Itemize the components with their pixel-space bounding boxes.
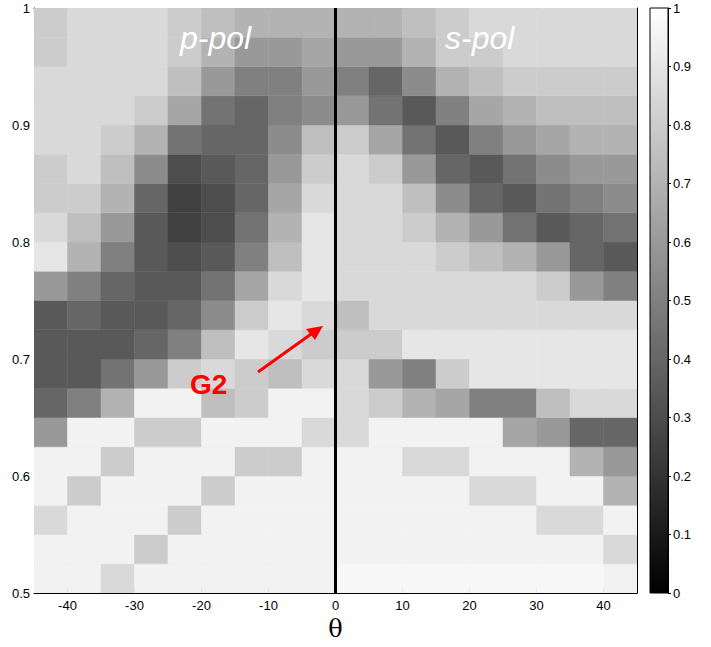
svg-text:0.6: 0.6 [12,469,30,484]
svg-text:1: 1 [673,1,680,16]
svg-text:0.9: 0.9 [673,59,691,74]
svg-text:θ: θ [328,615,342,643]
svg-text:20: 20 [462,598,476,613]
svg-text:-10: -10 [259,598,278,613]
svg-text:0.3: 0.3 [673,410,691,425]
svg-text:s-pol: s-pol [445,20,515,56]
svg-text:0.9: 0.9 [12,118,30,133]
svg-text:1: 1 [23,1,30,16]
svg-text:p-pol: p-pol [179,20,252,56]
svg-text:0.8: 0.8 [673,118,691,133]
svg-text:0.1: 0.1 [673,527,691,542]
svg-text:30: 30 [529,598,543,613]
svg-text:-40: -40 [58,598,77,613]
svg-text:0.5: 0.5 [673,293,691,308]
svg-text:-20: -20 [192,598,211,613]
svg-text:0.7: 0.7 [12,352,30,367]
svg-text:40: 40 [596,598,610,613]
svg-text:-30: -30 [125,598,144,613]
svg-text:G2: G2 [190,369,227,400]
svg-text:0.8: 0.8 [12,235,30,250]
svg-text:0: 0 [673,586,680,601]
svg-text:10: 10 [395,598,409,613]
svg-text:0.2: 0.2 [673,469,691,484]
svg-text:0.5: 0.5 [12,586,30,601]
svg-text:0.7: 0.7 [673,176,691,191]
svg-text:0.6: 0.6 [673,235,691,250]
svg-text:0: 0 [332,598,339,613]
svg-text:0.4: 0.4 [673,352,691,367]
